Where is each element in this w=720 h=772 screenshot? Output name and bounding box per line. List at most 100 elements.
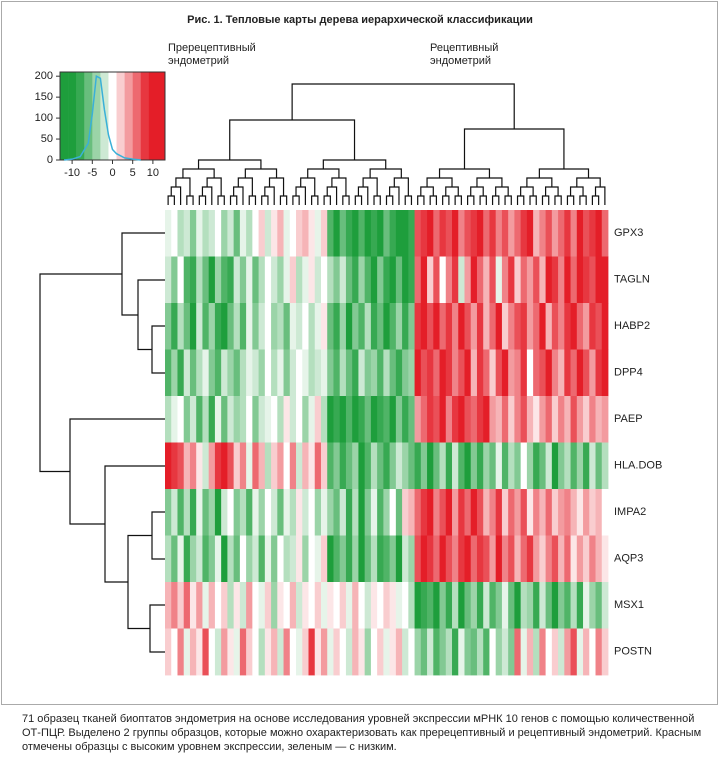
heatmap-cell [508,442,515,490]
heatmap-cell [395,396,403,443]
key-x-tick-label: 5 [130,167,136,179]
heatmap-cell [564,349,571,397]
key-band [76,72,85,160]
heatmap-cell [252,442,259,490]
heatmap-cell [333,396,341,443]
heatmap-cell [283,442,291,490]
heatmap-cell [501,442,509,490]
heatmap-cell [214,442,222,490]
heatmap-cell [327,442,334,490]
heatmap-cell [208,628,216,676]
heatmap-cell [358,349,366,397]
heatmap-cell [233,256,241,304]
heatmap-cell [308,628,316,676]
heatmap-cell [296,396,303,443]
heatmap-cell [277,396,284,443]
heatmap-cell [283,303,291,350]
heatmap-cell [514,303,522,350]
heatmap-cell [221,256,228,304]
heatmap-cell [501,256,509,304]
heatmap-cell [202,628,210,676]
heatmap-cell [227,582,235,629]
heatmap-cell [395,303,403,350]
heatmap-cell [333,535,341,583]
heatmap-cell [333,582,341,629]
heatmap-cell [333,349,341,397]
heatmap-cell [514,349,522,397]
heatmap-cell [508,396,515,443]
heatmap-cell [364,349,372,397]
heatmap-cell [289,489,297,536]
heatmap-cell [189,256,197,304]
heatmap-cell [520,210,528,257]
heatmap-cell [539,396,547,443]
heatmap-cell [483,349,490,397]
heatmap-cell [402,442,409,490]
heatmap-cell [526,256,534,304]
heatmap-cell [314,582,322,629]
heatmap-cell [464,582,472,629]
heatmap-cell [458,256,465,304]
heatmap-cell [314,489,322,536]
heatmap-cell [508,349,515,397]
frame [1,1,718,705]
heatmap-cell [545,628,553,676]
heatmap-cell [414,535,422,583]
heatmap-cell [470,535,478,583]
heatmap-cell [558,256,565,304]
heatmap-cell [227,628,235,676]
heatmap-cell [495,628,503,676]
heatmap-cell [539,349,547,397]
heatmap-cell [370,303,378,350]
heatmap-cell [601,396,609,443]
heatmap-cell [601,442,609,490]
heatmap-cell [414,582,422,629]
heatmap-cell [252,535,259,583]
heatmap-cell [296,442,303,490]
heatmap-cell [389,349,397,397]
heatmap-cell [264,396,272,443]
heatmap-cell [171,256,178,304]
heatmap-cell [327,396,334,443]
heatmap-cell [389,535,397,583]
heatmap-cell [526,489,534,536]
heatmap-cell [445,256,453,304]
heatmap-cell [589,396,596,443]
heatmap-cell [564,396,571,443]
heatmap-cell [551,628,559,676]
heatmap-cell [564,442,571,490]
heatmap-cell [576,628,584,676]
key-band [100,72,109,160]
heatmap-cell [383,582,391,629]
heatmap-cell [271,628,278,676]
heatmap-cell [214,489,222,536]
key-band [84,72,93,160]
heatmap-cell [570,535,578,583]
heatmap-cell [539,256,547,304]
heatmap-cell [470,303,478,350]
heatmap-cell [352,303,359,350]
heatmap-cell [171,442,178,490]
heatmap-cell [214,349,222,397]
heatmap-cell [427,210,434,257]
heatmap-cell [501,582,509,629]
heatmap-cell [514,396,522,443]
heatmap-cell [252,303,259,350]
heatmap-cell [514,582,522,629]
heatmap-cell [314,256,322,304]
heatmap-cell [358,256,366,304]
heatmap-cell [308,535,316,583]
heatmap-cell [458,349,465,397]
heatmap-cell [470,396,478,443]
heatmap-cell [476,489,484,536]
heatmap-cell [165,396,172,443]
heatmap-cell [283,396,291,443]
heatmap-cell [221,210,228,257]
heatmap-cell [595,349,603,397]
group-label: эндометрий [430,55,491,67]
heatmap-cell [458,396,465,443]
heatmap-cell [196,489,203,536]
heatmap-cell [408,628,415,676]
heatmap-cell [271,535,278,583]
heatmap-cell [526,396,534,443]
